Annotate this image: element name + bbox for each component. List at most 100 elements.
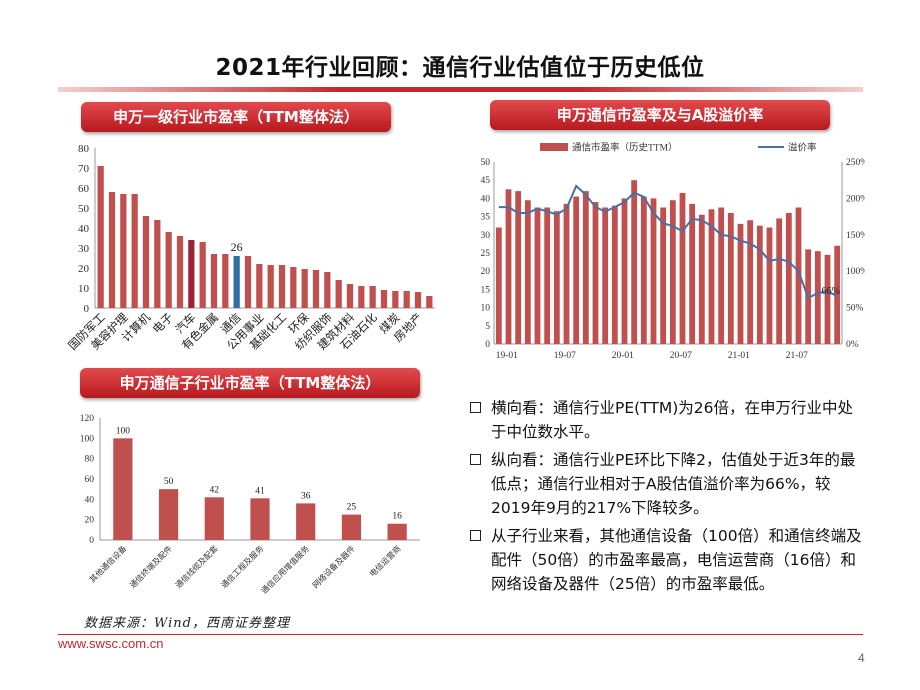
bar [708,209,715,344]
bar [341,514,362,540]
data-label: 25 [347,503,357,513]
bar [250,498,270,540]
bar [718,207,725,344]
bar [403,291,410,308]
bar [524,200,531,344]
bar [369,286,376,308]
x-tick-label: 20-01 [612,351,634,361]
bar [582,191,589,344]
bar [426,296,433,308]
bar [689,203,696,344]
left-y-tick-label: 10 [481,304,491,314]
y-tick-label: 20 [85,516,95,526]
bar [669,200,676,344]
bar [495,227,502,344]
checkbox-bullet-icon [470,454,481,465]
bar [727,212,734,344]
bar [176,236,184,308]
bar [592,202,599,344]
bar [296,503,316,540]
right-y-tick-label: 100% [846,267,865,277]
bar [131,194,138,308]
y-tick-label: 50 [78,203,90,215]
legend-swatch [540,143,568,151]
bar [199,242,206,308]
right-y-tick-label: 200% [846,194,865,204]
bar [335,280,342,308]
bar [97,166,104,308]
left-y-tick-label: 15 [481,285,491,295]
bar [278,265,286,308]
right-y-tick-label: 150% [846,231,865,241]
y-tick-label: 40 [85,495,95,505]
legend-label: 通信市盈率（历史TTM） [572,142,678,154]
left-y-tick-label: 25 [481,249,491,259]
bar [324,272,331,308]
data-label: 16 [392,512,402,522]
bar [660,207,667,344]
commentary-text: 从子行业来看，其他通信设备（100倍）和通信终端及配件（50倍）的市盈率最高，电… [491,527,862,593]
y-tick-label: 60 [78,183,90,195]
y-tick-label: 100 [80,434,95,444]
slide-title: 2021年行业回顾：通信行业估值位于历史低位 [215,55,705,81]
x-tick-label: 电子 [150,311,175,336]
checkbox-bullet-icon [470,530,481,541]
commentary-list: 横向看：通信行业PE(TTM)为26倍，在申万行业中处于中位数水平。 纵向看：通… [470,396,862,600]
left-y-tick-label: 45 [481,176,491,186]
data-label: 41 [255,486,265,496]
bar [414,292,422,308]
left-y-tick-label: 35 [481,213,491,223]
x-tick-label: 网络设备及器件 [310,543,357,590]
bar [698,214,705,344]
data-label: 36 [301,491,311,501]
bar [776,218,783,344]
bar [233,256,240,308]
bar [737,223,744,344]
sub-industry-pe-chart: 0 20 40 60 80 100 120 100 其他通信设备 50 通信终端及配件 42 通信线缆及… [80,414,420,596]
bar [834,245,841,344]
bar [563,203,570,344]
industry-pe-chart: 01020304050607080国防军工美容护理计算机电子汽车有色金属通信公用… [65,143,435,353]
footer-divider [58,634,863,635]
x-tick-label: 20-07 [670,351,692,361]
bar [785,212,792,344]
x-tick-label: 通信线缆及配套 [173,543,220,590]
y-tick-label: 80 [85,455,95,465]
bar [824,254,831,344]
bar [679,192,686,344]
y-tick-label: 30 [78,243,90,255]
commentary-item: 横向看：通信行业PE(TTM)为26倍，在申万行业中处于中位数水平。 [470,396,862,444]
bar [795,207,802,344]
bar [120,194,127,308]
bar [154,220,161,308]
x-tick-label: 19-07 [554,351,576,361]
left-y-tick-label: 5 [485,322,490,332]
right-y-tick-label: 50% [846,304,864,314]
data-label: 100 [116,426,131,436]
section-title-industry-pe: 申万一级行业市盈率（TTM整体法） [81,102,391,132]
bar [766,227,773,344]
bar [392,291,399,308]
left-y-tick-label: 0 [485,340,490,350]
x-tick-label: 其他通信设备 [87,543,128,584]
bar [515,191,522,344]
y-tick-label: 0 [84,303,90,315]
data-label: 50 [164,477,174,487]
bar [267,265,274,308]
bar [113,438,133,540]
y-tick-label: 70 [78,163,90,175]
y-tick-label: 40 [78,223,90,235]
bar [380,290,388,308]
annotation: 66% [822,286,840,297]
bar [650,198,657,344]
bar [158,489,179,540]
bar [640,196,647,344]
bar [358,286,365,308]
bar [290,267,297,308]
right-y-tick-label: 250% [846,158,865,168]
bar [814,251,821,344]
x-tick-label: 通信应用增值服务 [259,543,311,595]
data-label: 42 [210,485,220,495]
y-tick-label: 20 [78,263,90,275]
page-number: 4 [858,651,865,665]
